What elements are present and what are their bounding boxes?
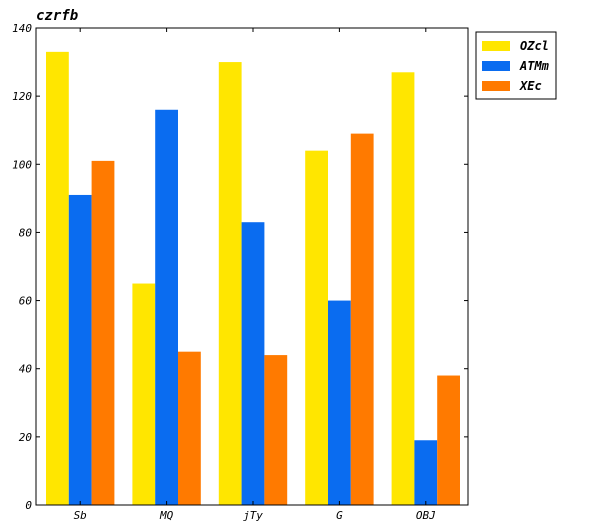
bar-XEc-Sb (91, 160, 115, 505)
y-tick-label: 120 (12, 90, 32, 103)
bar-ATMm-OBJ (414, 440, 438, 505)
bar-OZcl-jTy (218, 62, 242, 505)
bar-XEc-MQ (178, 351, 201, 505)
y-tick-label: 20 (19, 431, 33, 444)
x-axis: Sb MQ jTy G OBJ (74, 28, 436, 522)
bar-OZcl-OBJ (391, 72, 415, 505)
x-tick-label: Sb (74, 509, 87, 522)
bar-XEc-jTy (264, 355, 288, 505)
x-tick-label: MQ (159, 509, 174, 522)
x-tick-label: jTy (243, 509, 263, 522)
legend: OZcl ATMm XEc (475, 31, 557, 100)
legend-label-ATMm: ATMm (519, 59, 550, 73)
legend-swatch-XEc (482, 81, 510, 91)
legend-label-OZcl: OZcl (520, 39, 549, 53)
y-tick-label: 40 (19, 363, 33, 376)
y-tick-label: 80 (19, 226, 33, 239)
bar-XEc-G (350, 133, 374, 505)
bar-OZcl-G (305, 150, 328, 505)
legend-swatch-ATMm (482, 61, 510, 71)
bar-ATMm-G (328, 300, 351, 505)
y-tick-label: 0 (25, 499, 32, 512)
bar-ATMm-Sb (68, 194, 92, 505)
x-tick-label: OBJ (416, 509, 436, 522)
bar-ATMm-MQ (155, 109, 178, 506)
y-tick-label: 140 (12, 22, 32, 35)
y-tick-label: 60 (19, 295, 33, 308)
plot-frame (35, 27, 469, 506)
bar-ATMm-jTy (241, 222, 265, 505)
y-tick-label: 100 (12, 158, 32, 171)
legend-label-XEc: XEc (519, 79, 542, 93)
legend-swatch-OZcl (482, 41, 510, 51)
bar-OZcl-MQ (132, 283, 156, 505)
bars-group (46, 51, 460, 506)
x-tick-label: G (336, 509, 343, 522)
y-axis: 0 20 40 60 80 100 120 140 (12, 22, 468, 512)
chart-title: czrfb (36, 8, 78, 24)
bar-OZcl-Sb (46, 51, 69, 505)
bar-XEc-OBJ (437, 375, 460, 505)
